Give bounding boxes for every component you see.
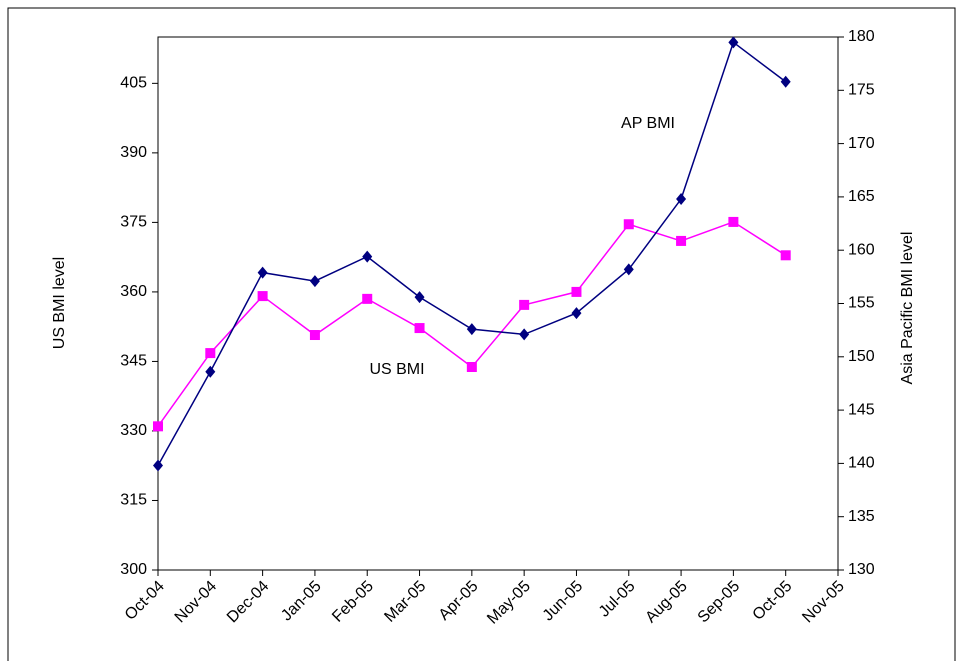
y2-tick-label: 165 [848,188,875,205]
marker [676,235,687,246]
series-label: US BMI [369,361,424,378]
x-tick-label: Aug-05 [642,578,691,627]
y2-tick-label: 150 [848,348,875,365]
y2-tick-label: 145 [848,401,875,418]
x-tick-label: Oct-04 [122,578,168,624]
x-tick-label: Mar-05 [381,578,429,626]
marker [153,459,163,472]
y-tick-label: 315 [120,492,147,509]
y2-tick-label: 135 [848,508,875,525]
marker [414,323,425,334]
marker [519,299,530,310]
marker [153,421,163,432]
x-tick-label: May-05 [484,578,534,628]
y2-tick-label: 170 [848,135,875,152]
marker [257,291,268,302]
marker [414,291,425,304]
x-tick-label: Jan-05 [278,578,325,625]
chart-frame [7,7,956,661]
y-tick-label: 345 [120,353,147,370]
x-tick-label: Sep-05 [695,578,744,627]
y2-tick-label: 130 [848,561,875,578]
marker [571,286,582,297]
x-tick-label: Nov-04 [172,578,221,627]
y2-tick-label: 175 [848,82,875,99]
marker [676,193,687,206]
marker [571,307,582,320]
marker [205,348,216,359]
y-tick-label: 300 [120,561,147,578]
x-tick-label: Feb-05 [329,578,377,626]
marker [362,293,373,304]
series-line [157,41,787,466]
marker [728,36,739,49]
marker [623,219,634,230]
y2-tick-label: 180 [848,28,875,45]
x-tick-label: Jun-05 [540,578,587,625]
marker [519,328,530,341]
y-tick-label: 360 [120,283,147,300]
x-tick-label: Jul-05 [596,578,639,621]
plot-area [157,36,839,571]
marker [257,266,268,279]
y2-tick-label: 140 [848,455,875,472]
marker [780,75,791,88]
x-tick-label: Nov-05 [799,578,848,627]
x-tick-label: Dec-04 [224,578,273,627]
x-tick-label: Apr-05 [436,578,482,624]
y-tick-label: 330 [120,422,147,439]
y-tick-label: 390 [120,144,147,161]
marker [466,361,477,372]
marker [623,263,634,276]
y2-tick-label: 160 [848,241,875,258]
marker [309,330,320,341]
series-label: AP BMI [621,115,675,132]
y-tick-label: 405 [120,75,147,92]
marker [205,365,216,378]
marker [466,323,477,336]
y2-axis-title: Asia Pacific BMI level [899,232,916,385]
y-axis-title: US BMI level [51,257,68,349]
marker [780,250,791,261]
marker [362,250,373,263]
y2-tick-label: 155 [848,295,875,312]
marker [309,275,320,288]
marker [728,216,739,227]
x-tick-label: Oct-05 [750,578,796,624]
y-tick-label: 375 [120,214,147,231]
